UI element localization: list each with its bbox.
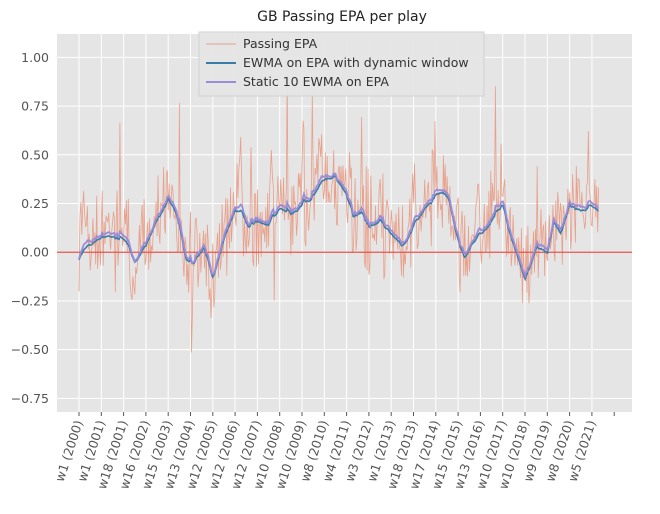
legend-frame: [198, 31, 485, 97]
legend-label-passing-epa: Passing EPA: [243, 36, 318, 51]
y-axis-ticks: 1.00 0.75 0.50 0.25 0.00 −0.25 −0.50 −0.75: [11, 50, 49, 406]
y-tick-label: −0.50: [11, 342, 49, 357]
line-static-ewma: [78, 171, 599, 279]
series-ewma-dynamic-window: [78, 174, 599, 282]
legend-label-ewma-dynamic: EWMA on EPA with dynamic window: [243, 55, 469, 70]
y-tick-label: −0.75: [11, 391, 49, 406]
y-tick-label: 0.25: [21, 196, 49, 211]
legend-label-static-ewma: Static 10 EWMA on EPA: [243, 74, 389, 89]
legend: Passing EPA EWMA on EPA with dynamic win…: [198, 31, 485, 97]
x-axis-ticks: w1 (2000)w1 (2001)w18 (2001)w16 (2002)w1…: [52, 412, 615, 491]
line-ewma-dynamic: [78, 174, 599, 282]
plot-area: [57, 34, 632, 412]
y-tick-label: 0.75: [21, 99, 49, 114]
y-tick-label: 0.50: [21, 147, 49, 162]
y-tick-label: 0.00: [21, 245, 49, 260]
y-tick-label: −0.25: [11, 293, 49, 308]
series-passing-epa: [78, 74, 599, 353]
chart-title: GB Passing EPA per play: [257, 9, 427, 25]
series-static-10-ewma: [78, 171, 599, 279]
y-tick-label: 1.00: [21, 50, 49, 65]
line-passing-epa: [78, 74, 599, 353]
